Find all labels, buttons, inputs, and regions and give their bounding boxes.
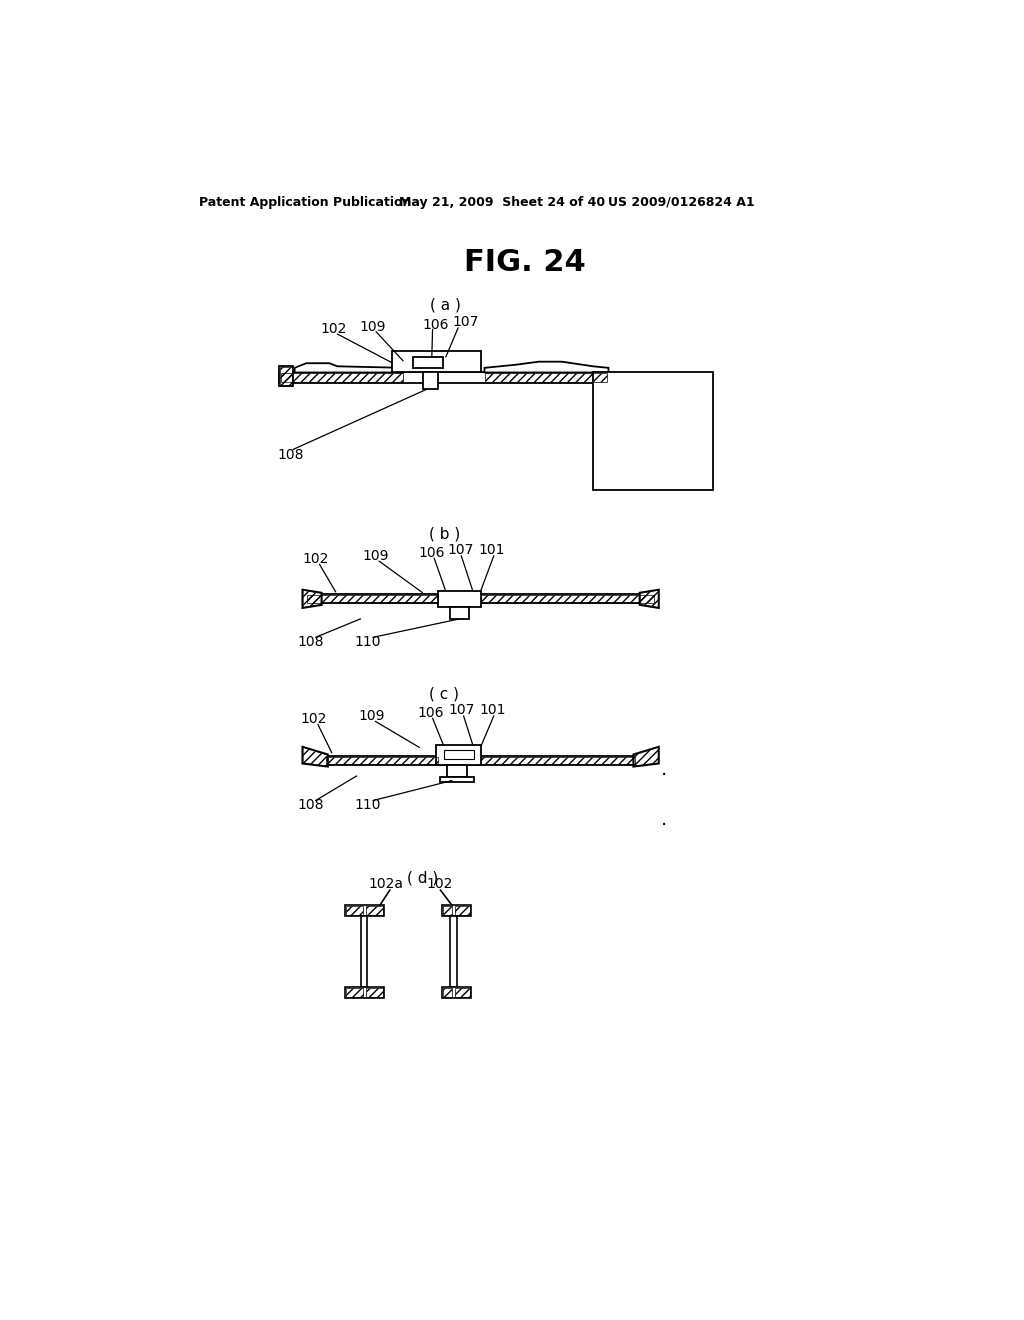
Text: 108: 108 (278, 447, 304, 462)
Text: 101: 101 (479, 704, 506, 718)
Polygon shape (633, 747, 658, 767)
Polygon shape (295, 363, 403, 372)
Polygon shape (442, 987, 471, 998)
Text: ( b ): ( b ) (429, 527, 460, 541)
Polygon shape (306, 594, 655, 603)
Polygon shape (345, 906, 384, 916)
Polygon shape (302, 747, 328, 767)
Polygon shape (436, 744, 481, 766)
Polygon shape (451, 916, 457, 987)
Text: .: . (662, 809, 668, 829)
Text: 108: 108 (297, 799, 324, 812)
Text: 110: 110 (354, 799, 381, 812)
Text: 102: 102 (300, 711, 327, 726)
Text: 102a: 102a (369, 876, 403, 891)
Polygon shape (302, 590, 322, 609)
Polygon shape (391, 351, 480, 372)
Text: 106: 106 (417, 706, 443, 719)
Text: 106: 106 (419, 545, 445, 560)
Text: ( d ): ( d ) (407, 871, 438, 886)
Text: US 2009/0126824 A1: US 2009/0126824 A1 (608, 195, 755, 209)
Text: 109: 109 (358, 709, 385, 723)
Text: May 21, 2009  Sheet 24 of 40: May 21, 2009 Sheet 24 of 40 (399, 195, 605, 209)
Polygon shape (326, 756, 636, 766)
Text: 102: 102 (426, 876, 453, 891)
Polygon shape (345, 987, 384, 998)
Polygon shape (484, 362, 608, 372)
Polygon shape (640, 590, 658, 609)
Text: 109: 109 (359, 319, 385, 334)
Polygon shape (442, 906, 471, 916)
Text: 107: 107 (449, 704, 474, 718)
Polygon shape (593, 372, 713, 490)
Polygon shape (361, 916, 368, 987)
Polygon shape (414, 358, 442, 368)
Polygon shape (280, 367, 293, 387)
Polygon shape (280, 372, 608, 383)
Polygon shape (440, 777, 474, 781)
Text: 107: 107 (447, 544, 474, 557)
Polygon shape (444, 750, 474, 759)
Text: 106: 106 (423, 318, 449, 331)
Text: 109: 109 (362, 549, 388, 562)
Text: Patent Application Publication: Patent Application Publication (200, 195, 412, 209)
Polygon shape (447, 766, 467, 777)
Text: ( a ): ( a ) (430, 297, 461, 313)
Polygon shape (423, 372, 438, 389)
Text: ( c ): ( c ) (429, 686, 459, 701)
Text: 108: 108 (297, 635, 324, 649)
Text: 101: 101 (478, 544, 505, 557)
Polygon shape (438, 591, 480, 607)
Text: FIG. 24: FIG. 24 (464, 248, 586, 277)
Text: 110: 110 (354, 635, 381, 649)
Text: .: . (662, 759, 668, 779)
Text: 107: 107 (452, 315, 478, 330)
Text: 102: 102 (321, 322, 346, 337)
Text: 102: 102 (302, 552, 329, 566)
Polygon shape (450, 607, 469, 619)
